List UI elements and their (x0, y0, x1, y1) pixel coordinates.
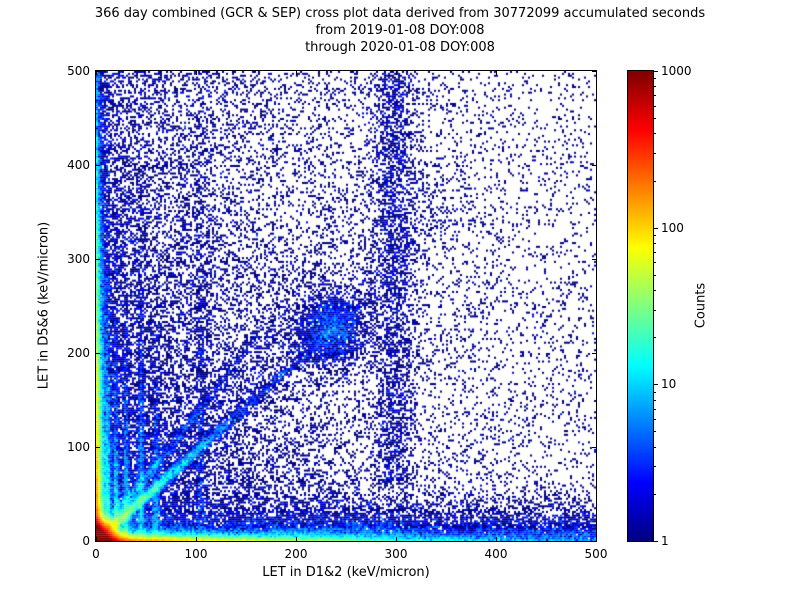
colorbar-minor-tick-mark (653, 446, 656, 448)
y-tick-mark-right (592, 353, 596, 354)
y-tick-mark-right (592, 259, 596, 260)
colorbar (627, 70, 654, 542)
y-tick-label: 400 (67, 158, 90, 172)
colorbar-gradient-canvas (628, 71, 653, 541)
colorbar-minor-tick-mark (653, 152, 656, 154)
colorbar-minor-tick-mark (653, 242, 656, 244)
colorbar-minor-tick-mark (653, 408, 656, 410)
y-tick-mark-right (592, 447, 596, 448)
colorbar-tick-label: 1000 (661, 64, 692, 78)
colorbar-tick-label: 10 (661, 377, 677, 392)
colorbar-minor-tick-mark (653, 105, 656, 107)
chart-title-line1: 366 day combined (GCR & SEP) cross plot … (94, 6, 706, 21)
y-axis-label: LET in D5&6 (keV/micron) (36, 221, 52, 390)
y-tick-mark-right (592, 541, 596, 542)
colorbar-tick-label: 100 (661, 220, 684, 235)
x-tick-mark-top (496, 71, 497, 75)
y-tick-label: 300 (67, 252, 90, 266)
y-tick-mark (96, 259, 100, 260)
heatmap-canvas (96, 71, 596, 541)
colorbar-minor-tick-mark (653, 391, 656, 393)
colorbar-minor-tick-mark (653, 337, 656, 339)
y-tick-mark-right (592, 165, 596, 166)
x-tick-label: 200 (284, 547, 308, 561)
x-tick-mark (496, 537, 497, 541)
y-tick-label: 100 (67, 440, 90, 454)
colorbar-minor-tick-mark (653, 466, 656, 468)
colorbar-minor-tick-mark (653, 399, 656, 401)
x-tick-label: 500 (584, 547, 608, 561)
y-tick-label: 0 (82, 534, 90, 548)
colorbar-minor-tick-mark (653, 180, 656, 182)
y-tick-mark (96, 353, 100, 354)
colorbar-tick-mark (653, 384, 658, 386)
colorbar-minor-tick-mark (653, 290, 656, 291)
x-tick-mark (96, 537, 97, 541)
x-tick-mark-top (596, 71, 597, 75)
x-tick-mark-top (396, 71, 397, 75)
colorbar-label: Counts (693, 282, 709, 329)
colorbar-minor-tick-mark (653, 251, 656, 253)
x-tick-mark-top (196, 71, 197, 75)
colorbar-minor-tick-mark (653, 86, 656, 88)
colorbar-minor-tick-mark (653, 419, 656, 421)
x-tick-mark (596, 537, 597, 541)
colorbar-minor-tick-mark (653, 78, 656, 80)
colorbar-minor-tick-mark (653, 133, 656, 135)
y-tick-mark-right (592, 71, 596, 72)
x-axis-label: LET in D1&2 (keV/micron) (262, 565, 430, 580)
y-tick-mark (96, 71, 100, 72)
x-tick-mark-top (96, 71, 97, 75)
colorbar-minor-tick-mark (653, 95, 656, 97)
colorbar-minor-tick-mark (653, 493, 656, 495)
y-tick-mark (96, 165, 100, 166)
x-tick-label: 0 (92, 547, 100, 561)
x-tick-label: 400 (484, 547, 508, 561)
chart-title-line3: through 2020-01-08 DOY:008 (305, 40, 495, 55)
colorbar-minor-tick-mark (653, 431, 656, 433)
y-tick-label: 200 (67, 346, 90, 360)
x-tick-mark (296, 537, 297, 541)
colorbar-tick-mark (653, 541, 658, 542)
y-tick-mark (96, 447, 100, 448)
x-tick-label: 100 (184, 547, 208, 561)
colorbar-tick-mark (653, 227, 658, 229)
colorbar-minor-tick-mark (653, 118, 656, 120)
chart-title-line2: from 2019-01-08 DOY:008 (315, 23, 485, 38)
x-tick-mark (396, 537, 397, 541)
colorbar-minor-tick-mark (653, 274, 656, 276)
plot-area (95, 70, 597, 542)
colorbar-minor-tick-mark (653, 262, 656, 264)
x-tick-mark-top (296, 71, 297, 75)
y-tick-label: 500 (67, 64, 90, 78)
colorbar-minor-tick-mark (653, 309, 656, 311)
y-tick-mark (96, 541, 100, 542)
colorbar-tick-label: 1 (661, 534, 669, 548)
colorbar-tick-mark (653, 71, 658, 72)
colorbar-minor-tick-mark (653, 234, 656, 236)
x-tick-mark (196, 537, 197, 541)
x-tick-label: 300 (384, 547, 408, 561)
